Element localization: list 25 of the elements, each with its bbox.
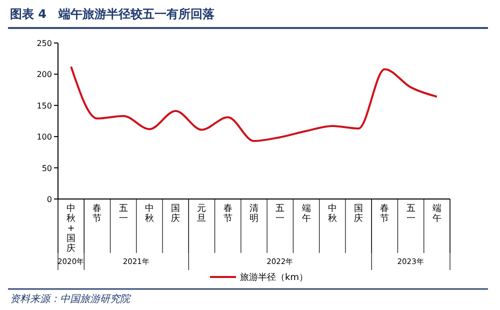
text: 资料来源：中国旅游研究院 — [10, 293, 132, 305]
legend-label: 旅游半径（km） — [240, 272, 308, 283]
x-tick-label: 五一 — [276, 204, 285, 224]
x-tick-label: 国庆 — [354, 204, 364, 224]
x-tick-label: 国庆 — [171, 204, 180, 224]
x-tick-label: 端午 — [432, 203, 442, 224]
x-tick-label: 春节 — [92, 203, 102, 224]
x-tick-label: 端午 — [302, 203, 311, 224]
x-tick-label: 中秋 — [328, 203, 337, 224]
y-tick-label: 0 — [46, 195, 52, 204]
x-tick-label: 元旦 — [197, 203, 206, 224]
x-tick-label: 中秋 — [144, 203, 154, 224]
x-tick-label: 中秋+国庆 — [66, 203, 76, 254]
x-tick-label: 春节 — [380, 203, 390, 224]
y-tick-label: 150 — [36, 101, 52, 110]
y-tick-label: 100 — [36, 132, 52, 142]
x-tick-label: 五一 — [406, 204, 416, 224]
y-tick-label: 250 — [36, 39, 52, 48]
x-tick-label: 春节 — [223, 203, 232, 224]
y-tick-label: 200 — [36, 70, 52, 80]
chart-title: 图表 4 端午旅游半径较五一有所回落 — [10, 7, 216, 21]
y-tick-label: 50 — [42, 164, 52, 173]
line-series — [70, 66, 438, 142]
x-tick-label: 五一 — [118, 204, 128, 224]
x-tick-label: 清明 — [250, 203, 258, 224]
